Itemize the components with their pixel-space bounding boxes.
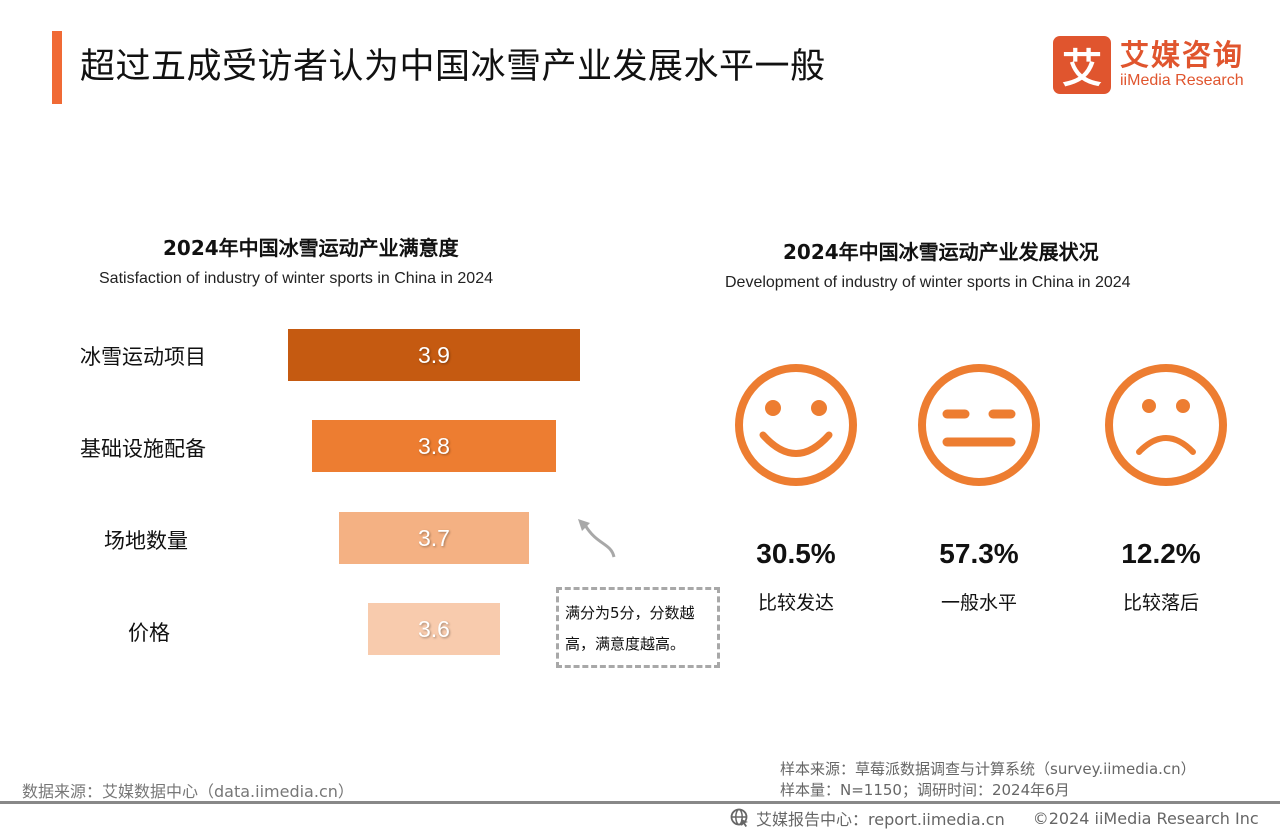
page-title: 超过五成受访者认为中国冰雪产业发展水平一般 (80, 47, 826, 87)
label-average: 一般水平 (940, 592, 1017, 614)
neutral-face-icon (918, 364, 1040, 486)
bar-value: 3.8 (418, 432, 450, 459)
bar-price: 3.6 (368, 603, 500, 655)
label-developed: 比较发达 (757, 592, 834, 614)
sad-face-icon (1105, 364, 1227, 486)
left-chart-title: 2024年中国冰雪运动产业满意度 (163, 236, 459, 260)
logo-mark-icon: 艾 (1053, 36, 1111, 94)
note-line-2: 高，满意度越高。 (565, 635, 686, 653)
bar-label-3: 价格 (128, 621, 170, 645)
percent-average: 57.3% (939, 538, 1019, 569)
bar-value: 3.6 (418, 615, 450, 642)
note-line-1: 满分为5分，分数越 (565, 604, 695, 622)
logo-cn-text: 艾媒咨询 (1120, 38, 1245, 72)
bar-ice-snow-sports: 3.9 (288, 329, 580, 381)
bar-label-0: 冰雪运动项目 (80, 345, 206, 369)
globe-cursor-icon (730, 808, 748, 827)
right-chart-title: 2024年中国冰雪运动产业发展状况 (783, 240, 1099, 264)
left-chart-subtitle: Satisfaction of industry of winter sport… (99, 270, 493, 287)
sample-source: 样本来源：草莓派数据调查与计算系统（survey.iimedia.cn） (780, 760, 1196, 778)
bar-venue-count: 3.7 (339, 512, 529, 564)
bar-label-2: 场地数量 (104, 529, 188, 553)
title-accent-bar (52, 31, 62, 104)
data-source: 数据来源：艾媒数据中心（data.iimedia.cn） (22, 782, 354, 801)
curved-arrow-icon (578, 519, 616, 558)
bar-value: 3.9 (418, 341, 450, 368)
sample-info: 样本来源：草莓派数据调查与计算系统（survey.iimedia.cn） 样本量… (780, 759, 1196, 801)
label-lagging: 比较落后 (1122, 592, 1199, 614)
footer-divider (0, 801, 1280, 804)
footer-bar: 艾媒报告中心：report.iimedia.cn ©2024 iiMedia R… (730, 806, 1259, 830)
logo-en-text: iiMedia Research (1120, 72, 1244, 89)
smiley-face-icon (735, 364, 857, 486)
percent-developed: 30.5% (756, 538, 836, 569)
bar-label-1: 基础设施配备 (80, 437, 206, 461)
copyright: ©2024 iiMedia Research Inc (1032, 808, 1259, 828)
percent-lagging: 12.2% (1121, 538, 1201, 569)
sample-size: 样本量：N=1150；调研时间：2024年6月 (780, 781, 1070, 799)
right-chart-subtitle: Development of industry of winter sports… (725, 274, 1131, 291)
brand-logo: 艾 艾媒咨询 iiMedia Research (1053, 36, 1244, 94)
bar-value: 3.7 (418, 524, 450, 551)
bar-infrastructure: 3.8 (312, 420, 556, 472)
report-center-link[interactable]: 艾媒报告中心：report.iimedia.cn (756, 810, 1005, 829)
note-box: 满分为5分，分数越 高，满意度越高。 (556, 587, 720, 668)
